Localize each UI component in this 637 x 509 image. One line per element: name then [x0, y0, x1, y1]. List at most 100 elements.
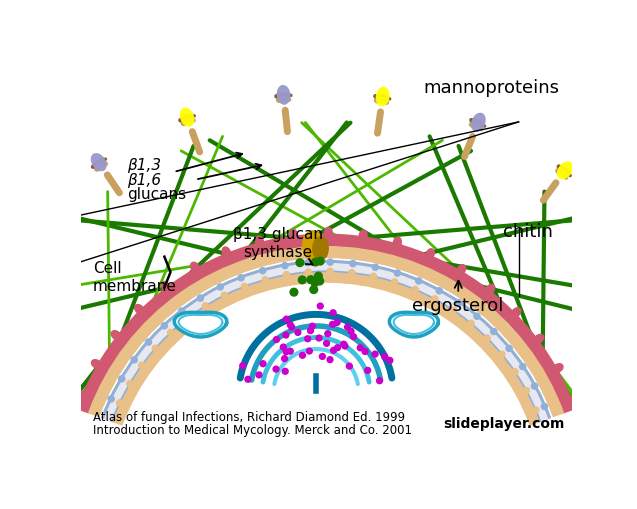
Text: glucans: glucans: [127, 187, 187, 202]
Circle shape: [262, 276, 268, 282]
Circle shape: [334, 320, 340, 325]
Circle shape: [290, 288, 298, 296]
Ellipse shape: [557, 162, 573, 179]
Circle shape: [484, 335, 490, 341]
Wedge shape: [113, 273, 539, 425]
Polygon shape: [389, 313, 438, 337]
Circle shape: [316, 335, 322, 341]
Circle shape: [295, 329, 301, 335]
Wedge shape: [77, 234, 575, 413]
Text: β1,6: β1,6: [127, 173, 162, 188]
Circle shape: [331, 347, 336, 353]
Circle shape: [524, 387, 529, 393]
Ellipse shape: [485, 285, 494, 294]
Circle shape: [273, 336, 280, 343]
Circle shape: [376, 378, 382, 384]
Circle shape: [334, 345, 340, 351]
Circle shape: [499, 351, 505, 357]
Circle shape: [394, 270, 401, 276]
Text: chitin: chitin: [503, 223, 553, 241]
Circle shape: [308, 328, 313, 333]
Ellipse shape: [16, 219, 32, 235]
Circle shape: [541, 404, 547, 410]
Circle shape: [184, 315, 190, 322]
Ellipse shape: [629, 230, 637, 245]
Ellipse shape: [161, 281, 170, 291]
Ellipse shape: [255, 236, 263, 246]
Circle shape: [325, 331, 331, 336]
Circle shape: [342, 343, 348, 349]
Circle shape: [506, 345, 512, 351]
Circle shape: [131, 357, 138, 363]
Circle shape: [145, 339, 152, 345]
Circle shape: [317, 257, 324, 265]
Circle shape: [350, 261, 356, 267]
Circle shape: [168, 329, 174, 335]
Ellipse shape: [568, 395, 578, 404]
Circle shape: [197, 295, 203, 301]
Circle shape: [531, 383, 538, 389]
Circle shape: [282, 369, 288, 374]
Circle shape: [533, 407, 539, 413]
Ellipse shape: [111, 331, 121, 340]
Circle shape: [365, 367, 371, 373]
Ellipse shape: [92, 360, 101, 369]
Text: mannoproteins: mannoproteins: [424, 79, 560, 97]
Circle shape: [260, 268, 266, 274]
Circle shape: [372, 351, 378, 357]
Circle shape: [238, 275, 244, 281]
Circle shape: [178, 308, 185, 314]
Circle shape: [283, 316, 289, 322]
Circle shape: [345, 324, 350, 330]
Circle shape: [370, 273, 376, 279]
Ellipse shape: [92, 154, 106, 171]
Circle shape: [432, 296, 438, 302]
Ellipse shape: [426, 249, 434, 259]
Circle shape: [161, 323, 168, 329]
Circle shape: [127, 380, 132, 387]
Ellipse shape: [277, 86, 290, 104]
Circle shape: [282, 263, 288, 269]
Circle shape: [315, 272, 322, 280]
Circle shape: [241, 284, 248, 290]
Ellipse shape: [303, 231, 323, 260]
Text: Cell
membrane: Cell membrane: [93, 261, 176, 294]
Circle shape: [327, 259, 333, 265]
Circle shape: [490, 328, 497, 334]
Circle shape: [304, 336, 311, 342]
Circle shape: [348, 328, 354, 334]
Wedge shape: [104, 264, 547, 421]
Circle shape: [324, 341, 329, 346]
Circle shape: [436, 288, 442, 294]
Text: Introduction to Medical Mycology. Merck and Co. 2001: Introduction to Medical Mycology. Merck …: [93, 424, 412, 437]
Circle shape: [245, 376, 251, 382]
Circle shape: [330, 310, 336, 316]
Circle shape: [416, 278, 422, 284]
Circle shape: [152, 345, 159, 351]
Circle shape: [520, 363, 526, 370]
Ellipse shape: [325, 228, 333, 238]
Ellipse shape: [553, 364, 563, 372]
Circle shape: [287, 322, 293, 328]
Circle shape: [319, 353, 326, 359]
Circle shape: [299, 352, 305, 358]
Text: β1,3 glucan
synthase: β1,3 glucan synthase: [233, 227, 322, 265]
Circle shape: [256, 372, 262, 378]
Circle shape: [311, 258, 319, 266]
Circle shape: [217, 284, 224, 290]
Circle shape: [202, 303, 208, 309]
Circle shape: [304, 260, 311, 266]
Circle shape: [108, 396, 114, 402]
Circle shape: [347, 363, 352, 369]
Ellipse shape: [76, 391, 86, 399]
Circle shape: [387, 357, 393, 363]
Circle shape: [117, 400, 122, 406]
Circle shape: [455, 299, 462, 306]
Wedge shape: [89, 247, 563, 416]
Circle shape: [260, 361, 266, 366]
Circle shape: [310, 286, 318, 294]
Circle shape: [282, 356, 287, 361]
Circle shape: [283, 272, 290, 278]
Circle shape: [350, 334, 356, 340]
Circle shape: [316, 277, 324, 285]
